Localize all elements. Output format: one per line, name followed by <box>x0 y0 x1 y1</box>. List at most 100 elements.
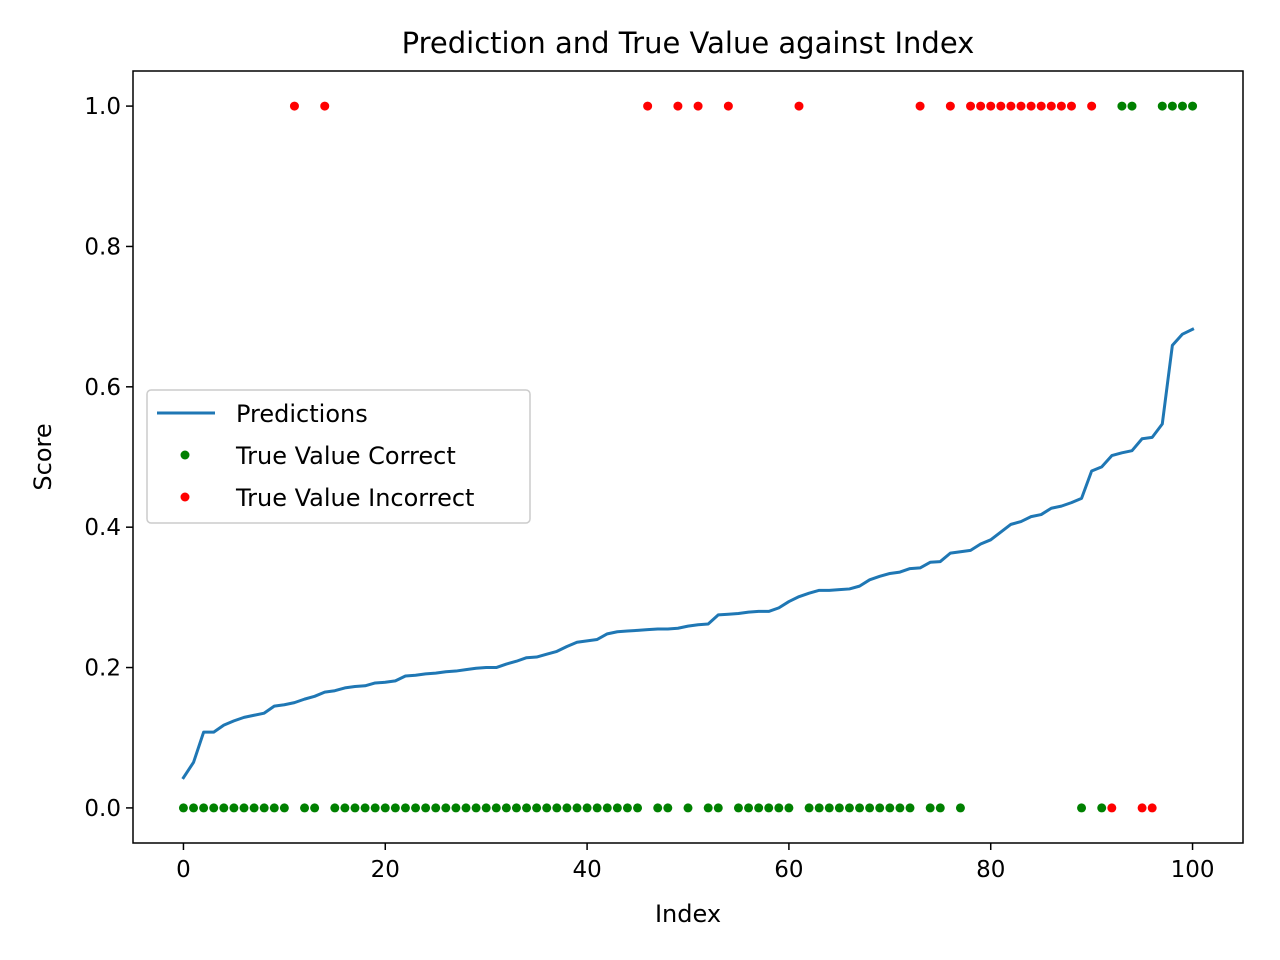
data-point-true-value-correct <box>259 803 269 813</box>
data-point-true-value-incorrect <box>945 101 955 111</box>
data-point-true-value-correct <box>461 803 471 813</box>
data-point-true-value-correct <box>431 803 441 813</box>
data-point-true-value-correct <box>592 803 602 813</box>
data-point-true-value-correct <box>1097 803 1107 813</box>
data-point-true-value-incorrect <box>1056 101 1066 111</box>
data-point-true-value-correct <box>370 803 380 813</box>
data-point-true-value-incorrect <box>976 101 986 111</box>
data-point-true-value-correct <box>451 803 461 813</box>
plot-area <box>178 101 1198 813</box>
data-point-true-value-correct <box>814 803 824 813</box>
x-tick-label: 60 <box>774 857 803 883</box>
data-point-true-value-correct <box>885 803 895 813</box>
x-tick-label: 40 <box>572 857 601 883</box>
y-tick-label: 1.0 <box>84 94 121 120</box>
data-point-true-value-correct <box>239 803 249 813</box>
y-tick-label: 0.8 <box>84 234 121 260</box>
data-point-true-value-correct <box>955 803 965 813</box>
data-point-true-value-correct <box>784 803 794 813</box>
data-point-true-value-incorrect <box>986 101 996 111</box>
data-point-true-value-correct <box>471 803 481 813</box>
data-point-true-value-correct <box>774 803 784 813</box>
data-point-true-value-correct <box>733 803 743 813</box>
data-point-true-value-correct <box>542 803 552 813</box>
legend-swatch-true-value-incorrect <box>180 492 190 502</box>
data-point-true-value-correct <box>178 803 188 813</box>
data-point-true-value-correct <box>834 803 844 813</box>
data-point-true-value-correct <box>582 803 592 813</box>
data-point-true-value-correct <box>1077 803 1087 813</box>
data-point-true-value-correct <box>844 803 854 813</box>
data-point-true-value-incorrect <box>289 101 299 111</box>
x-axis-label: Index <box>655 900 721 928</box>
data-point-true-value-incorrect <box>1036 101 1046 111</box>
data-point-true-value-correct <box>219 803 229 813</box>
data-point-true-value-correct <box>1127 101 1137 111</box>
data-point-true-value-incorrect <box>1107 803 1117 813</box>
data-point-true-value-correct <box>855 803 865 813</box>
axis-ticks: 0 20 40 60 80 100 0.0 0.2 0.4 0.6 0.8 1.0 <box>84 94 1214 883</box>
data-point-true-value-incorrect <box>693 101 703 111</box>
x-tick-label: 0 <box>176 857 191 883</box>
data-point-true-value-correct <box>935 803 945 813</box>
data-point-true-value-correct <box>491 803 501 813</box>
data-point-true-value-correct <box>249 803 259 813</box>
y-tick-label: 0.6 <box>84 375 121 401</box>
data-point-true-value-correct <box>360 803 370 813</box>
legend-swatch-true-value-correct <box>180 450 190 460</box>
data-point-true-value-correct <box>622 803 632 813</box>
data-point-true-value-correct <box>380 803 390 813</box>
data-point-true-value-incorrect <box>794 101 804 111</box>
data-point-true-value-correct <box>653 803 663 813</box>
y-axis-label: Score <box>29 423 57 490</box>
axes-frame <box>132 70 1244 844</box>
data-point-true-value-correct <box>612 803 622 813</box>
data-point-true-value-incorrect <box>1147 803 1157 813</box>
data-point-true-value-correct <box>400 803 410 813</box>
data-point-true-value-correct <box>744 803 754 813</box>
data-point-true-value-correct <box>209 803 219 813</box>
legend-box <box>146 389 531 524</box>
data-point-true-value-correct <box>703 803 713 813</box>
x-tick-label: 20 <box>371 857 400 883</box>
data-point-true-value-incorrect <box>1016 101 1026 111</box>
data-point-true-value-correct <box>562 803 572 813</box>
data-point-true-value-correct <box>310 803 320 813</box>
data-point-true-value-incorrect <box>1066 101 1076 111</box>
data-point-true-value-correct <box>633 803 643 813</box>
data-point-true-value-correct <box>663 803 673 813</box>
data-point-true-value-incorrect <box>673 101 683 111</box>
data-point-true-value-correct <box>279 803 289 813</box>
y-tick-label: 0.4 <box>84 515 121 541</box>
data-point-true-value-correct <box>501 803 511 813</box>
data-point-true-value-correct <box>340 803 350 813</box>
legend-label-true-value-correct: True Value Correct <box>235 442 456 470</box>
data-point-true-value-correct <box>1177 101 1187 111</box>
legend-label-predictions: Predictions <box>236 400 368 428</box>
data-point-true-value-incorrect <box>1006 101 1016 111</box>
data-point-true-value-correct <box>683 803 693 813</box>
data-point-true-value-correct <box>532 803 542 813</box>
chart-title: Prediction and True Value against Index <box>402 26 975 60</box>
data-point-true-value-incorrect <box>996 101 1006 111</box>
y-tick-label: 0.0 <box>84 796 121 822</box>
data-point-true-value-correct <box>441 803 451 813</box>
data-point-true-value-correct <box>511 803 521 813</box>
data-point-true-value-incorrect <box>1026 101 1036 111</box>
data-point-true-value-correct <box>875 803 885 813</box>
data-point-true-value-incorrect <box>1087 101 1097 111</box>
data-point-true-value-incorrect <box>320 101 330 111</box>
data-point-true-value-correct <box>1188 101 1198 111</box>
data-point-true-value-correct <box>572 803 582 813</box>
y-tick-label: 0.2 <box>84 656 121 682</box>
data-point-true-value-incorrect <box>915 101 925 111</box>
data-point-true-value-correct <box>421 803 431 813</box>
data-point-true-value-correct <box>189 803 199 813</box>
data-point-true-value-correct <box>895 803 905 813</box>
data-point-true-value-correct <box>522 803 532 813</box>
data-point-true-value-correct <box>754 803 764 813</box>
legend-label-true-value-incorrect: True Value Incorrect <box>235 484 474 512</box>
data-point-true-value-correct <box>1157 101 1167 111</box>
data-point-true-value-correct <box>764 803 774 813</box>
data-point-true-value-correct <box>905 803 915 813</box>
